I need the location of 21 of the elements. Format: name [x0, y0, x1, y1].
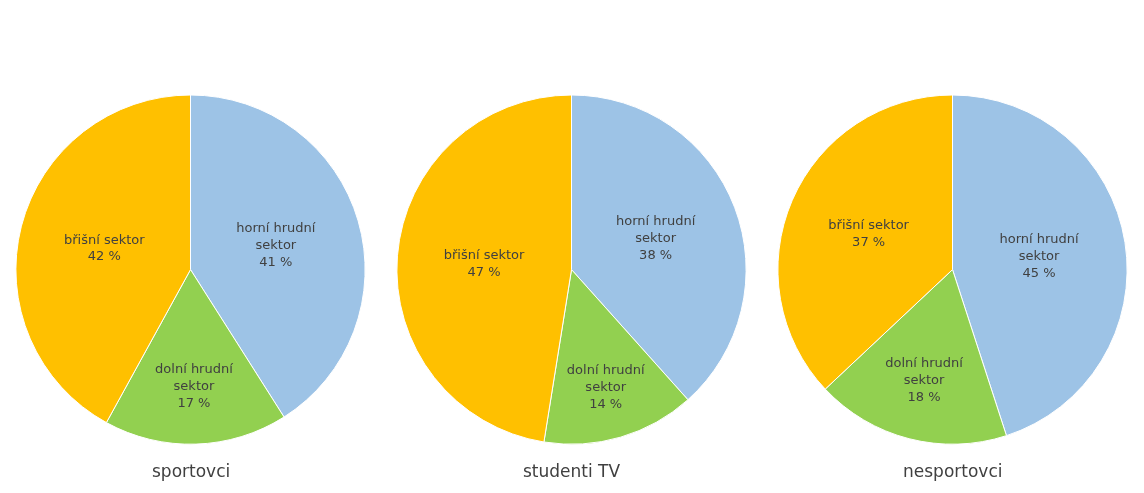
data-label: 37 % [852, 234, 886, 250]
slice-label: dolní hrudní sektor [566, 362, 645, 395]
slice-label: horní hrudní sektor [236, 220, 316, 253]
data-label: 47 % [467, 263, 501, 279]
data-label: 38 % [639, 246, 673, 262]
slice-label: horní hrudní sektor [999, 231, 1080, 264]
data-label: 17 % [177, 394, 211, 410]
slice-label: břišní sektor [828, 217, 910, 233]
data-label: 42 % [87, 248, 121, 264]
slice-label: břišní sektor [63, 231, 146, 247]
text: sportovci [152, 461, 231, 481]
text: nesportovci [903, 461, 1003, 481]
slice-label: břišní sektor [443, 246, 525, 262]
slice-label: dolní hrudní sektor [885, 355, 964, 388]
data-label: 14 % [589, 396, 623, 412]
data-label: 18 % [907, 389, 941, 405]
text: studenti TV [523, 461, 621, 481]
slice-label: horní hrudní sektor [616, 212, 696, 245]
data-label: 45 % [1022, 265, 1056, 281]
slice-label: dolní hrudní sektor [155, 360, 234, 393]
data-label: 41 % [259, 254, 293, 270]
